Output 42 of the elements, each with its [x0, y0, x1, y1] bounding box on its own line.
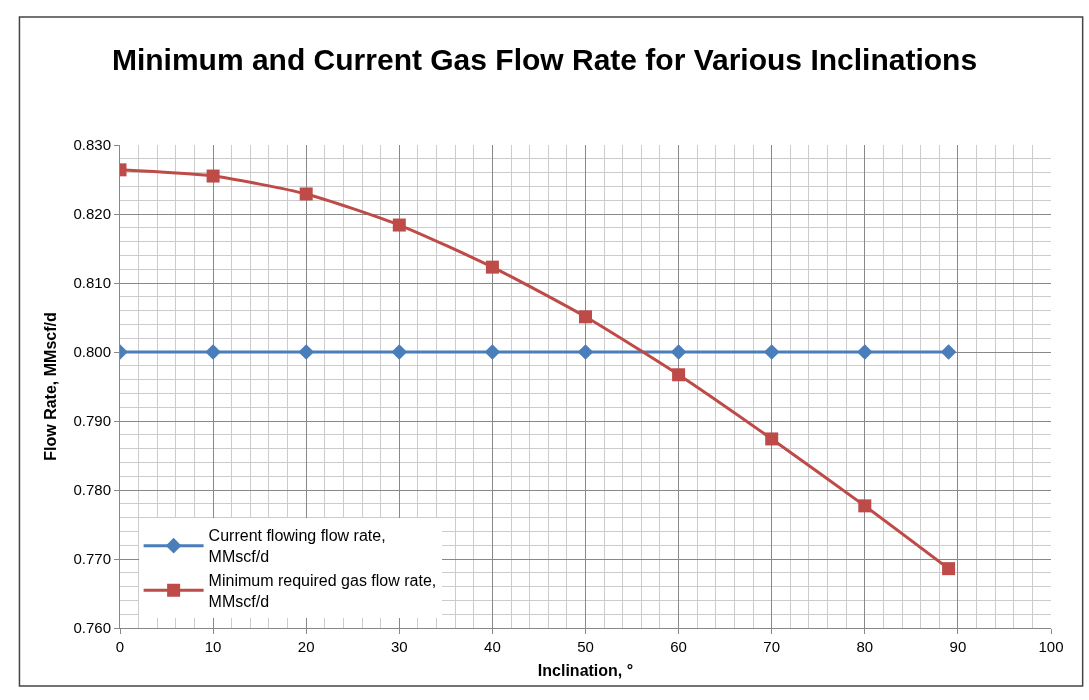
point [942, 562, 956, 576]
point [485, 260, 499, 274]
point [579, 310, 592, 324]
y-tick-label: 0.760 [73, 619, 111, 637]
point [205, 344, 221, 360]
x-tick-label: 80 [856, 638, 874, 655]
x-tick-label: 30 [390, 638, 408, 655]
point [484, 344, 501, 360]
y-axis-title: Flow Rate, MMscf/d [42, 312, 60, 461]
point [858, 499, 872, 513]
x-tick-label: 60 [670, 638, 687, 655]
y-tick-label: 0.800 [73, 343, 111, 361]
y-tick-label: 0.780 [73, 481, 111, 499]
x-tick-label: 40 [484, 638, 501, 655]
point [392, 218, 406, 232]
x-tick-label: 0 [115, 638, 125, 655]
chart-title: Minimum and Current Gas Flow Rate for Various Inclinations [111, 43, 978, 76]
x-tick-label: 90 [949, 638, 967, 655]
x-tick-label: 100 [1038, 638, 1064, 655]
point [670, 344, 687, 360]
x-tick-label: 20 [297, 638, 315, 655]
point [940, 344, 957, 360]
y-tick-label: 0.790 [73, 412, 111, 430]
point [672, 368, 686, 382]
point [298, 344, 314, 360]
point [299, 187, 313, 201]
x-tick-label: 70 [763, 638, 781, 655]
point [765, 432, 779, 446]
legend-label: Current flowing flow rate, MMscf/d [208, 527, 386, 566]
y-tick-label: 0.830 [73, 136, 111, 154]
y-tick-label: 0.770 [73, 550, 111, 568]
x-axis-title: Inclination, ° [537, 661, 634, 679]
y-tick-label: 0.810 [73, 274, 111, 292]
legend-label: Minimum required gas flow rate, MMscf/d [208, 572, 437, 610]
point [206, 169, 220, 183]
x-tick-label: 10 [204, 638, 222, 655]
y-tick-label: 0.820 [73, 205, 111, 223]
point [857, 344, 873, 360]
point [391, 344, 408, 360]
x-tick-label: 50 [577, 638, 594, 655]
point [763, 344, 780, 360]
point [577, 344, 594, 360]
